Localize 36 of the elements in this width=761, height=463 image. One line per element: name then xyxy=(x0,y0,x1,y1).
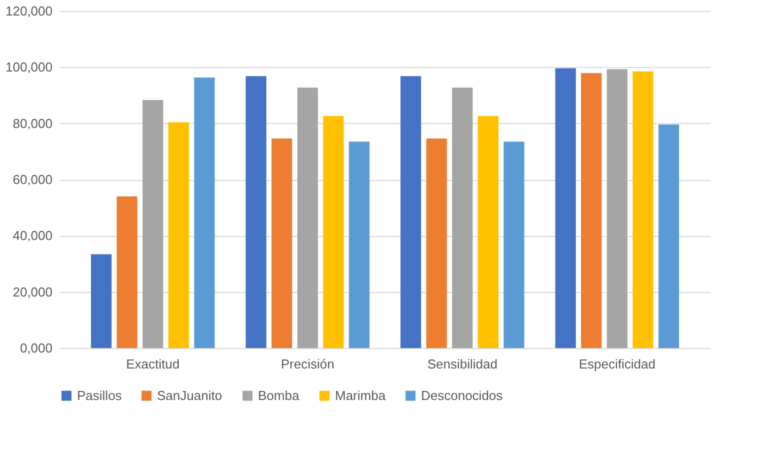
y-tick-label: 120,000 xyxy=(6,4,52,18)
bar xyxy=(348,142,370,348)
legend-label: Desconocidos xyxy=(421,388,504,403)
x-tick-label: Sensibilidad xyxy=(427,356,498,372)
bar xyxy=(555,68,576,348)
bar xyxy=(297,88,318,348)
legend-label: SanJuanito xyxy=(157,388,222,403)
bar xyxy=(452,88,473,348)
y-tick-label: 20,000 xyxy=(12,284,52,300)
x-tick-label: Especificidad xyxy=(578,356,656,372)
bar xyxy=(272,138,292,348)
y-tick-label: 100,000 xyxy=(6,60,52,75)
bar xyxy=(606,69,628,348)
bar xyxy=(504,142,524,348)
bar xyxy=(246,76,266,348)
bar xyxy=(194,78,215,348)
bar xyxy=(658,124,680,348)
bar xyxy=(323,116,344,348)
x-tick-label: Exactitud xyxy=(126,356,180,372)
y-tick-label: 80,000 xyxy=(12,116,52,131)
bar xyxy=(632,71,654,348)
y-tick-label: 60,000 xyxy=(12,172,52,187)
bar xyxy=(90,254,112,348)
legend-label: Pasillos xyxy=(77,388,122,403)
bar xyxy=(426,138,447,348)
legend-label: Marimba xyxy=(335,388,386,403)
bar xyxy=(142,100,164,348)
y-tick-label: 0,000 xyxy=(20,340,52,356)
bar xyxy=(168,122,189,348)
bar xyxy=(478,116,498,348)
legend-label: Bomba xyxy=(258,388,300,403)
bar xyxy=(581,73,602,348)
y-tick-label: 40,000 xyxy=(12,228,52,244)
bar xyxy=(400,76,422,348)
x-tick-label: Precisión xyxy=(280,356,334,372)
bar xyxy=(116,196,138,348)
